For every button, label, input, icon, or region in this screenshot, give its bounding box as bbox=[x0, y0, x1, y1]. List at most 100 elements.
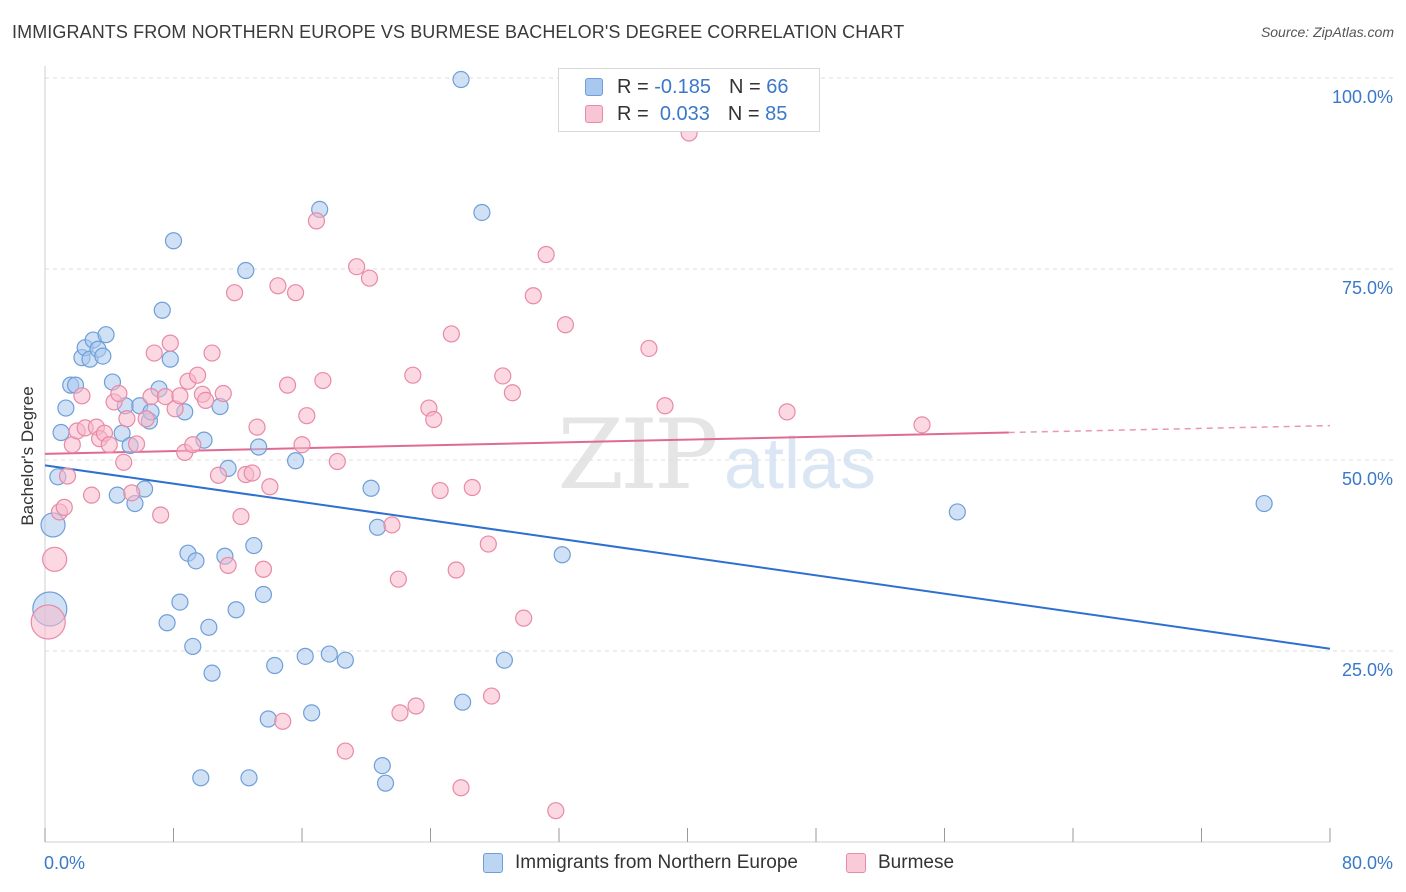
y-tick-label: 75.0% bbox=[1342, 278, 1393, 298]
point-burmese bbox=[913, 416, 931, 434]
legend-swatch-pink bbox=[846, 853, 866, 873]
point-northern-europe bbox=[553, 546, 571, 564]
point-northern-europe bbox=[57, 399, 75, 417]
point-northern-europe bbox=[373, 756, 391, 775]
point-burmese bbox=[307, 212, 326, 230]
legend-r-value: -0.185 bbox=[654, 75, 711, 98]
point-northern-europe bbox=[296, 647, 314, 665]
point-northern-europe bbox=[161, 350, 179, 368]
point-burmese bbox=[142, 387, 160, 406]
point-northern-europe bbox=[452, 70, 470, 89]
point-burmese bbox=[225, 284, 244, 302]
point-northern-europe bbox=[473, 203, 491, 222]
watermark-zip: ZIP bbox=[557, 399, 716, 511]
point-burmese bbox=[203, 344, 221, 362]
point-northern-europe bbox=[250, 438, 268, 456]
legend-n-value: 66 bbox=[766, 75, 789, 98]
trend-line-burmese-extrapolated bbox=[1008, 424, 1331, 434]
point-burmese bbox=[314, 371, 332, 390]
point-burmese bbox=[278, 376, 297, 394]
point-northern-europe bbox=[454, 693, 472, 711]
point-burmese bbox=[407, 697, 425, 715]
point-burmese bbox=[110, 384, 128, 403]
point-burmese bbox=[232, 507, 250, 526]
point-burmese bbox=[188, 366, 207, 384]
trend-lines bbox=[44, 424, 1331, 650]
point-burmese bbox=[171, 387, 189, 405]
point-burmese bbox=[42, 546, 68, 572]
point-burmese bbox=[209, 466, 228, 484]
point-burmese bbox=[360, 269, 379, 287]
axes bbox=[44, 66, 1331, 843]
point-northern-europe bbox=[203, 664, 221, 682]
point-northern-europe bbox=[97, 326, 115, 344]
point-burmese bbox=[82, 486, 101, 504]
legend-r-value: 0.033 bbox=[659, 102, 710, 125]
legend-swatch-blue bbox=[483, 853, 503, 873]
point-northern-europe bbox=[200, 618, 218, 636]
point-northern-europe bbox=[52, 423, 70, 442]
legend-item-burmese[interactable]: Burmese bbox=[846, 852, 954, 874]
point-northern-europe bbox=[368, 518, 387, 536]
point-burmese bbox=[161, 334, 179, 352]
point-burmese bbox=[383, 516, 401, 534]
point-burmese bbox=[254, 560, 273, 578]
point-northern-europe bbox=[227, 601, 245, 619]
point-burmese bbox=[55, 498, 73, 516]
point-burmese bbox=[431, 481, 449, 500]
point-burmese bbox=[640, 339, 658, 358]
point-burmese bbox=[286, 284, 305, 302]
y-tick-label: 50.0% bbox=[1342, 469, 1393, 489]
point-burmese bbox=[298, 407, 316, 425]
point-burmese bbox=[274, 712, 292, 730]
point-burmese bbox=[479, 535, 497, 553]
legend-n-label: N = bbox=[728, 75, 761, 98]
point-northern-europe bbox=[336, 651, 354, 669]
point-northern-europe bbox=[286, 452, 305, 470]
point-burmese bbox=[556, 316, 575, 334]
point-northern-europe bbox=[362, 479, 380, 497]
point-northern-europe bbox=[303, 704, 321, 722]
point-burmese bbox=[214, 384, 232, 403]
series-legend: Immigrants from Northern Europe Burmese bbox=[0, 852, 1406, 880]
point-burmese bbox=[118, 410, 136, 428]
legend-item-northern-europe[interactable]: Immigrants from Northern Europe bbox=[483, 852, 798, 874]
point-burmese bbox=[184, 436, 202, 454]
zipatlas-watermark: ZIP atlas bbox=[557, 399, 876, 511]
point-northern-europe bbox=[184, 637, 202, 656]
point-burmese bbox=[30, 604, 66, 640]
source-label: Source: ZipAtlas.com bbox=[1260, 24, 1394, 40]
point-burmese bbox=[293, 436, 311, 454]
point-burmese bbox=[547, 802, 565, 820]
legend-n-value: 85 bbox=[765, 102, 788, 125]
point-northern-europe bbox=[495, 651, 513, 669]
point-burmese bbox=[524, 287, 542, 305]
y-tick-label: 25.0% bbox=[1342, 660, 1393, 680]
legend-r-label: R = bbox=[617, 75, 649, 98]
point-burmese bbox=[123, 484, 141, 502]
point-northern-europe bbox=[259, 710, 277, 728]
legend-label-burmese: Burmese bbox=[878, 852, 955, 873]
legend-label-northern-europe: Immigrants from Northern Europe bbox=[515, 852, 798, 873]
point-burmese bbox=[100, 436, 118, 454]
point-burmese bbox=[442, 325, 460, 343]
y-tick-label: 100.0% bbox=[1332, 87, 1393, 107]
point-burmese bbox=[348, 258, 366, 276]
point-burmese bbox=[778, 403, 796, 421]
point-burmese bbox=[243, 464, 261, 482]
legend-swatch-blue bbox=[585, 78, 603, 96]
point-burmese bbox=[494, 367, 512, 385]
point-northern-europe bbox=[245, 536, 263, 555]
point-burmese bbox=[152, 506, 170, 524]
point-northern-europe bbox=[240, 769, 258, 787]
point-northern-europe bbox=[171, 593, 189, 611]
point-northern-europe bbox=[192, 769, 210, 787]
point-northern-europe bbox=[266, 656, 284, 675]
point-northern-europe bbox=[376, 774, 395, 792]
point-burmese bbox=[463, 478, 481, 497]
point-northern-europe bbox=[158, 614, 176, 632]
point-burmese bbox=[58, 467, 77, 485]
legend-row-burmese: R = 0.033 N = 85 bbox=[585, 101, 787, 127]
legend-n-label: N = bbox=[727, 102, 760, 125]
